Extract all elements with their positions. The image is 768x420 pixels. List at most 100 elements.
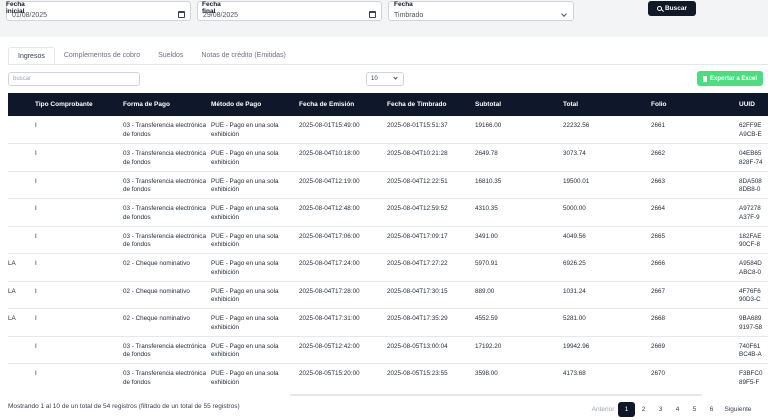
- invoices-table: Tipo Comprobante Forma de Pago Método de P…: [8, 93, 768, 391]
- column-header[interactable]: Folio: [651, 101, 667, 108]
- results-card: Ingresos Complementos de cobro Sueldos Nota…: [0, 37, 768, 420]
- next-page-button[interactable]: Siguiente: [724, 406, 752, 413]
- total-cell: 6926.25: [563, 253, 651, 282]
- folio-cell: 2667: [651, 281, 739, 309]
- column-header[interactable]: Subtotal: [475, 101, 501, 108]
- issue-date-cell: 2025-08-04T10:18:00: [299, 143, 387, 172]
- type-cell: I: [35, 171, 123, 199]
- client-cell: LA: [8, 253, 35, 282]
- payment-method-cell: PUE - Pago en una sola exhibición: [211, 308, 299, 337]
- tab-ingresos[interactable]: Ingresos: [8, 47, 55, 65]
- payment-form-cell: 03 - Transferencia electrónica de fondos: [123, 116, 211, 144]
- issue-date-cell: 2025-08-04T17:06:00: [299, 226, 387, 254]
- search-placeholder: buscar: [13, 76, 32, 82]
- horizontal-scrollbar[interactable]: [290, 394, 702, 396]
- client-cell: [8, 336, 35, 364]
- subtotal-cell: 4552.59: [475, 308, 563, 337]
- client-cell: [8, 171, 35, 199]
- type-cell: I: [35, 370, 37, 377]
- table-row[interactable]: I 03 - Transferencia electrónica de fondo…: [8, 198, 768, 227]
- table-row[interactable]: I 03 - Transferencia electrónica de fondo…: [8, 116, 768, 144]
- table-row[interactable]: I 03 - Transferencia electrónica de fondo…: [8, 226, 768, 254]
- table-row[interactable]: LA I 02 - Cheque nominativo PUE - Pago en u…: [8, 281, 768, 309]
- column-header[interactable]: Total: [563, 101, 579, 108]
- end-date-input[interactable]: 29/08/2025: [197, 1, 382, 21]
- pagination: Anterior 1 2 3 4 5 6 Siguiente: [588, 402, 754, 417]
- stamp-date-cell: 2025-08-04T12:59:52: [387, 198, 475, 227]
- page-1-button[interactable]: 1: [618, 402, 635, 417]
- stamp-date-cell: 2025-08-05T13:00:04: [387, 336, 475, 364]
- issue-date-cell: 2025-08-05T15:20:00: [299, 370, 360, 377]
- uuid-cell: 04EB65 828F-74: [739, 143, 768, 172]
- column-header[interactable]: Tipo Comprobante: [35, 101, 93, 108]
- table-row[interactable]: I 03 - Transferencia electrónica de fondo…: [8, 143, 768, 172]
- search-button[interactable]: Buscar: [648, 1, 696, 16]
- table-search-input[interactable]: buscar: [8, 72, 140, 86]
- subtotal-cell: 19166.00: [475, 116, 563, 144]
- table-container[interactable]: Tipo Comprobante Forma de Pago Método de P…: [8, 93, 768, 395]
- page-size-select[interactable]: 10: [366, 72, 404, 86]
- payment-method-cell: PUE - Pago en una sola exhibición: [211, 253, 299, 282]
- client-cell: LA: [8, 308, 35, 337]
- calendar-icon[interactable]: [178, 11, 185, 18]
- export-excel-button[interactable]: Exportar a Excel: [697, 71, 763, 86]
- total-cell: 5000.00: [563, 198, 651, 227]
- stamp-date-cell: 2025-08-04T17:30:15: [387, 281, 475, 309]
- subtotal-cell: 3491.00: [475, 226, 563, 254]
- uuid-cell: 8DA508 8DB8-0: [739, 171, 768, 199]
- page-3-button[interactable]: 3: [658, 406, 663, 413]
- client-cell: [8, 143, 35, 172]
- issue-date-cell: 2025-08-01T15:49:00: [299, 116, 387, 144]
- payment-form-cell: 02 - Cheque nominativo: [123, 308, 211, 337]
- table-row[interactable]: I 03 - Transferencia electrónica de fondo…: [8, 364, 768, 392]
- column-header[interactable]: [8, 93, 35, 116]
- prev-page-button[interactable]: Anterior: [591, 406, 615, 413]
- column-header[interactable]: Forma de Pago: [123, 101, 170, 108]
- tab-notas-de-crédito-emitidas[interactable]: Notas de crédito (Emitidas): [201, 52, 286, 59]
- type-cell: I: [35, 226, 123, 254]
- date-type-value: Timbrado: [394, 12, 424, 19]
- client-cell: LA: [8, 281, 35, 309]
- type-cell: I: [35, 308, 123, 337]
- column-header[interactable]: Método de Pago: [211, 101, 262, 108]
- tab-complementos-de-cobro[interactable]: Complementos de cobro: [63, 52, 141, 59]
- issue-date-cell: 2025-08-04T12:19:00: [299, 171, 387, 199]
- stamp-date-cell: 2025-08-04T12:22:51: [387, 171, 475, 199]
- folio-cell: 2666: [651, 253, 739, 282]
- total-cell: 4173.68: [563, 370, 586, 377]
- payment-method-cell: PUE - Pago en una sola exhibición: [211, 171, 299, 199]
- export-excel-label: Exportar a Excel: [709, 75, 758, 82]
- date-type-select[interactable]: Timbrado: [388, 1, 574, 21]
- page-6-button[interactable]: 6: [709, 406, 714, 413]
- uuid-cell: 62FF9E A9CB-E: [739, 116, 768, 144]
- start-date-label: Fecha inicial: [6, 1, 25, 15]
- subtotal-cell: 2649.78: [475, 143, 563, 172]
- payment-method-cell: PUE - Pago en una sola exhibición: [211, 116, 299, 144]
- table-row[interactable]: LA I 02 - Cheque nominativo PUE - Pago en u…: [8, 308, 768, 337]
- payment-form-cell: 02 - Cheque nominativo: [123, 253, 211, 282]
- uuid-cell: F3BFC0 89F5-F: [739, 370, 763, 386]
- type-cell: I: [35, 116, 123, 144]
- uuid-cell: 182FAE 90CF-8: [739, 226, 768, 254]
- column-header[interactable]: Fecha de Emisión: [299, 101, 355, 108]
- payment-form-cell: 03 - Transferencia electrónica de fondos: [123, 171, 211, 199]
- table-row[interactable]: LA I 02 - Cheque nominativo PUE - Pago en u…: [8, 253, 768, 282]
- column-header[interactable]: Fecha de Timbrado: [387, 101, 447, 108]
- folio-cell: 2661: [651, 116, 739, 144]
- column-header[interactable]: UUID: [739, 101, 755, 108]
- calendar-icon[interactable]: [369, 11, 376, 18]
- filter-bar: 01/08/2025 Fecha inicial 29/08/2025 Fech…: [0, 0, 768, 28]
- folio-cell: 2670: [651, 370, 666, 377]
- tab-divider: [8, 64, 768, 65]
- tab-sueldos[interactable]: Sueldos: [158, 52, 184, 59]
- table-row[interactable]: I 03 - Transferencia electrónica de fondo…: [8, 336, 768, 364]
- table-row[interactable]: I 03 - Transferencia electrónica de fondo…: [8, 171, 768, 199]
- page-2-button[interactable]: 2: [641, 406, 646, 413]
- stamp-date-cell: 2025-08-05T15:23:55: [387, 370, 448, 377]
- type-cell: I: [35, 336, 123, 364]
- start-date-input[interactable]: 01/08/2025: [6, 1, 191, 21]
- page-5-button[interactable]: 5: [692, 406, 697, 413]
- type-cell: I: [35, 198, 123, 227]
- page-4-button[interactable]: 4: [675, 406, 680, 413]
- payment-form-cell: 03 - Transferencia electrónica de fondos: [123, 336, 211, 364]
